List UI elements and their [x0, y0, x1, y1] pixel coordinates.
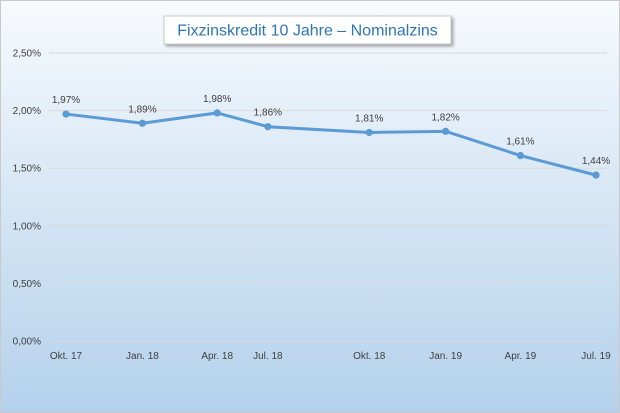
x-tick-label: Jan. 19: [429, 351, 462, 362]
data-label: 1,86%: [254, 108, 282, 119]
series-line: [64, 111, 598, 177]
data-label: 1,89%: [128, 104, 156, 115]
data-point: [213, 109, 221, 117]
data-point: [516, 151, 525, 160]
x-tick-label: Okt. 18: [353, 351, 386, 362]
chart-title: Fixzinskredit 10 Jahre – Nominalzins: [177, 23, 438, 40]
y-axis-ticks: 0,00% 0,50% 1,00% 1,50% 2,00% 2,50%: [13, 49, 41, 348]
data-point: [264, 123, 272, 131]
y-tick-label: 0,50%: [13, 279, 41, 290]
x-tick-label: Jul. 19: [581, 351, 611, 362]
chart-title-box: Fixzinskredit 10 Jahre – Nominalzins: [163, 15, 452, 45]
data-label: 1,81%: [355, 113, 383, 124]
data-label: 1,61%: [506, 137, 534, 148]
data-point: [365, 128, 373, 137]
data-label: 1,82%: [431, 112, 459, 123]
x-axis-ticks: Okt. 17 Jan. 18 Apr. 18 Jul. 18 Okt. 18 Jan. …: [50, 351, 611, 362]
data-label: 1,97%: [52, 95, 80, 106]
x-tick-label: Apr. 18: [201, 351, 233, 362]
y-tick-label: 2,50%: [13, 49, 41, 60]
data-label: 1,44%: [582, 156, 610, 167]
gridlines: [49, 52, 607, 342]
data-point: [592, 171, 600, 179]
x-tick-label: Okt. 17: [50, 351, 83, 362]
y-tick-label: 1,00%: [13, 221, 41, 232]
data-label: 1,98%: [203, 94, 231, 105]
y-tick-label: 0,00%: [13, 337, 41, 348]
y-tick-label: 2,00%: [13, 106, 41, 117]
data-point: [442, 127, 450, 135]
series-layer: 1,97% 1,89% 1,98% 1,86% 1,81% 1,82% 1,61% 1,44%: [52, 94, 610, 179]
x-tick-label: Apr. 19: [505, 351, 537, 362]
x-tick-label: Jul. 18: [253, 351, 283, 362]
data-point: [62, 110, 70, 118]
y-tick-label: 1,50%: [13, 164, 41, 175]
data-point: [138, 119, 147, 127]
x-tick-label: Jan. 18: [126, 351, 159, 362]
